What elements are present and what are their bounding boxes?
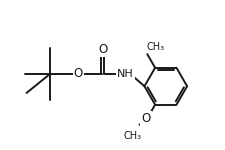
Text: O: O [73,67,82,80]
Text: CH₃: CH₃ [146,42,164,52]
Text: O: O [141,112,150,125]
Text: NH: NH [117,69,133,79]
Text: O: O [98,43,107,56]
Text: CH₃: CH₃ [123,131,141,141]
